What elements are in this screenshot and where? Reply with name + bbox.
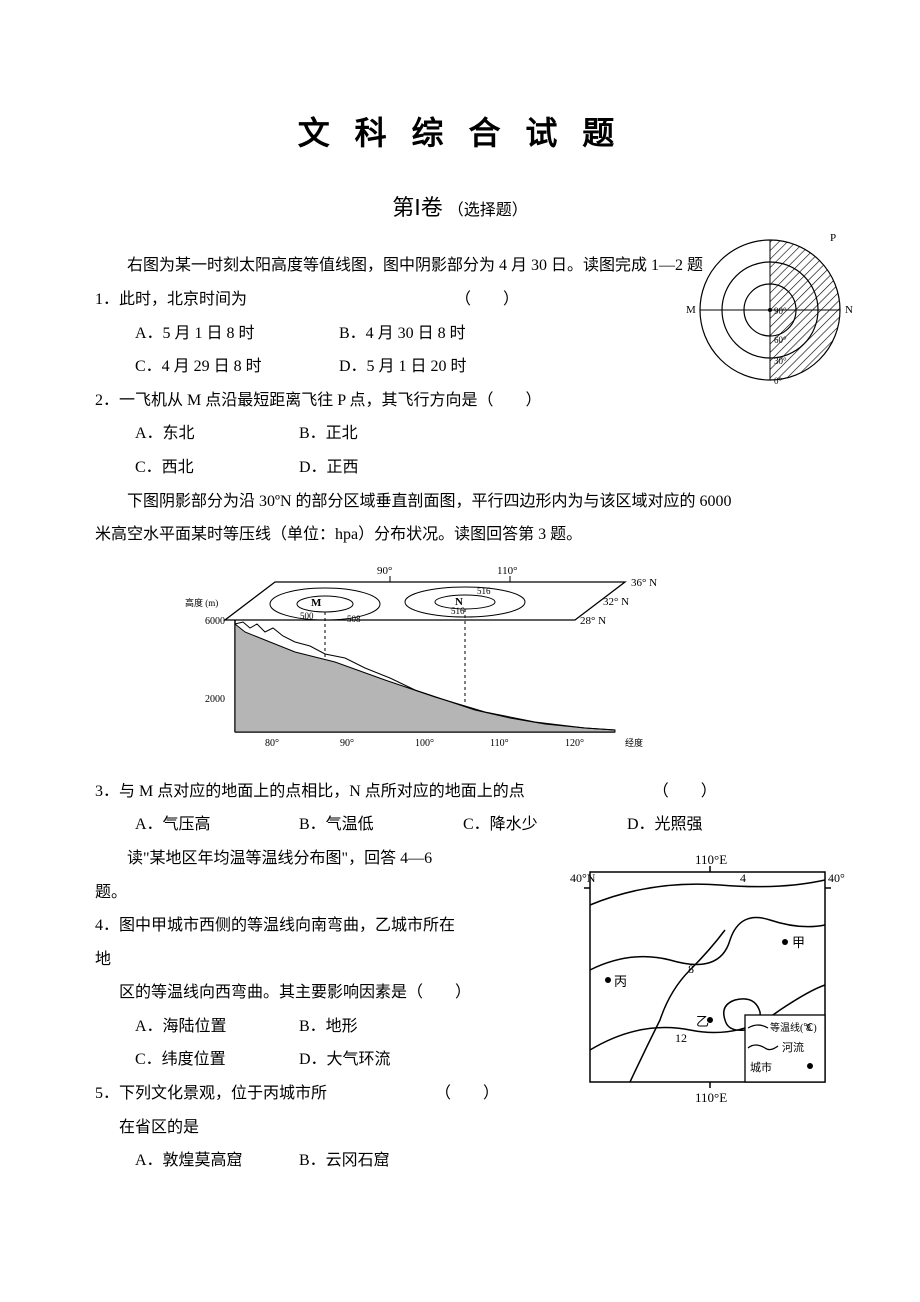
fig2-x-120: 120° xyxy=(565,738,584,749)
fig2-iso-516a: 516 xyxy=(477,586,491,596)
figure-isobar-profile: 90° 110° 36° N 32° N 28° N M N 500 508 5… xyxy=(155,562,685,757)
fig2-y-6000: 6000 xyxy=(205,616,225,627)
intro-2b: 米高空水平面某时等压线（单位：hpa）分布状况。读图回答第 3 题。 xyxy=(95,518,825,552)
q2-opt-b: B．正北 xyxy=(299,417,358,451)
subtitle-part: 第Ⅰ卷 xyxy=(392,195,443,220)
fig3-leg-city: 城市 xyxy=(750,1060,772,1074)
question-1: 1．此时，北京时间为 （ ） xyxy=(95,283,825,317)
fig2-lat-36: 36° N xyxy=(631,577,657,589)
subtitle-paren: （选择题） xyxy=(448,202,528,219)
q1-stem: 1．此时，北京时间为 xyxy=(95,291,247,308)
q3-opt-b: B．气温低 xyxy=(299,808,459,842)
fig2-x-100: 100° xyxy=(415,738,434,749)
q4-opt-d: D．大气环流 xyxy=(299,1043,391,1077)
q2-opt-c: C．西北 xyxy=(135,451,295,485)
q5-paren: （ ） xyxy=(435,1085,499,1102)
fig1-label-n: N xyxy=(845,304,853,316)
fig2-y-2000: 2000 xyxy=(205,694,225,705)
q3-opts: A．气压高 B．气温低 C．降水少 D．光照强 xyxy=(95,808,825,842)
question-5a: 5．下列文化景观，位于丙城市所 （ ） xyxy=(95,1077,825,1111)
question-2: 2．一飞机从 M 点沿最短距离飞往 P 点，其飞行方向是（ ） xyxy=(95,384,825,418)
question-4a: 4．图中甲城市西侧的等温线向南弯曲，乙城市所在 xyxy=(95,909,825,943)
q5-opts-row1: A．敦煌莫高窟 B．云冈石窟 xyxy=(95,1144,825,1178)
fig2-lon-110: 110° xyxy=(497,565,518,577)
fig2-lat-28: 28° N xyxy=(580,615,606,627)
q3-opt-a: A．气压高 xyxy=(135,808,295,842)
fig3-iso-12: 12 xyxy=(675,1031,687,1045)
intro-2a: 下图阴影部分为沿 30ºN 的部分区域垂直剖面图，平行四边形内为与该区域对应的 … xyxy=(95,485,825,519)
question-5b: 在省区的是 xyxy=(95,1111,825,1145)
fig2-x-label: 经度 xyxy=(625,737,643,748)
fig2-x-110: 110° xyxy=(490,738,509,749)
q5-opt-a: A．敦煌莫高窟 xyxy=(135,1144,295,1178)
fig3-lat-r: 40°N xyxy=(828,871,845,885)
fig2-x-90: 90° xyxy=(340,738,354,749)
q5-opt-b: B．云冈石窟 xyxy=(299,1144,390,1178)
intro-3a: 读"某地区年均温等温线分布图"，回答 4—6 xyxy=(95,842,825,876)
q1-opt-b: B．4 月 30 日 8 时 xyxy=(339,317,466,351)
q2-opt-a: A．东北 xyxy=(135,417,295,451)
question-3: 3．与 M 点对应的地面上的点相比，N 点所对应的地面上的点 （ ） xyxy=(95,775,825,809)
q3-opt-c: C．降水少 xyxy=(463,808,623,842)
q1-opt-c: C．4 月 29 日 8 时 xyxy=(135,350,335,384)
q5-stem-a: 5．下列文化景观，位于丙城市所 xyxy=(95,1085,327,1102)
fig2-iso-508: 508 xyxy=(347,614,361,624)
q2-opt-d: D．正西 xyxy=(299,451,359,485)
figure-isotherm-map: 110°E 40°N 40°N 110°E 4 8 12 甲 乙 丙 等温线(℃… xyxy=(570,850,845,1105)
q3-opt-d: D．光照强 xyxy=(627,808,703,842)
q1-opt-a: A．5 月 1 日 8 时 xyxy=(135,317,335,351)
fig2-lon-90: 90° xyxy=(377,565,392,577)
fig3-city-yi: 乙 xyxy=(696,1014,709,1029)
q4-opt-c: C．纬度位置 xyxy=(135,1043,295,1077)
q1-paren: （ ） xyxy=(455,291,519,308)
fig1-c30: 30° xyxy=(774,356,787,366)
page-title: 文 科 综 合 试 题 xyxy=(95,100,825,167)
q1-opt-d: D．5 月 1 日 20 时 xyxy=(339,350,467,384)
q3-paren: （ ） xyxy=(653,783,717,800)
fig2-iso-500: 500 xyxy=(300,611,314,621)
fig1-c60: 60° xyxy=(774,335,787,345)
q2-opts-row2: C．西北 D．正西 xyxy=(95,451,825,485)
fig2-x-80: 80° xyxy=(265,738,279,749)
fig2-iso-516b: 516 xyxy=(451,606,465,616)
fig3-city-bing: 丙 xyxy=(614,974,627,989)
q4-opt-a: A．海陆位置 xyxy=(135,1010,295,1044)
q4-opt-b: B．地形 xyxy=(299,1010,358,1044)
fig2-y-label: 高度 (m) xyxy=(185,597,218,608)
intro-1: 右图为某一时刻太阳高度等值线图，图中阴影部分为 4 月 30 日。读图完成 1—… xyxy=(95,249,825,283)
fig1-label-p: P xyxy=(830,232,836,244)
fig2-lat-32: 32° N xyxy=(603,596,629,608)
q3-stem: 3．与 M 点对应的地面上的点相比，N 点所对应的地面上的点 xyxy=(95,783,525,800)
q2-opts-row1: A．东北 B．正北 xyxy=(95,417,825,451)
fig3-leg-river: 河流 xyxy=(782,1040,804,1054)
fig2-pt-m: M xyxy=(311,597,322,609)
subtitle: 第Ⅰ卷 （选择题） xyxy=(95,185,825,231)
fig3-leg-iso-8: 8 xyxy=(806,1023,811,1034)
